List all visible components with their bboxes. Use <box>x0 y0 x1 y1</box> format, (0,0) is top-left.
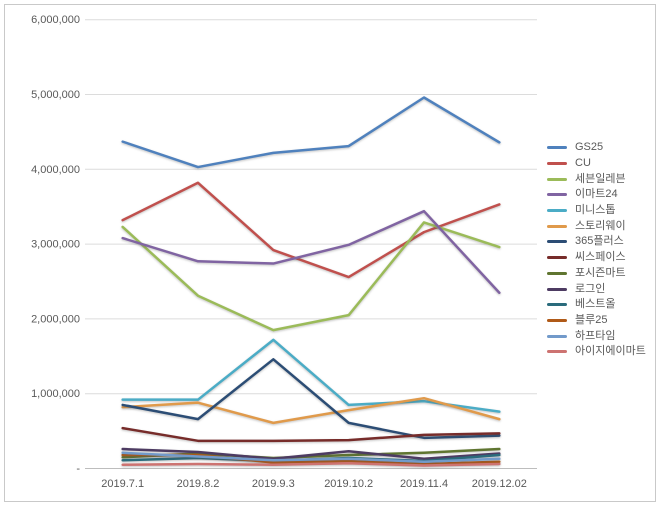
legend-item-label: GS25 <box>575 141 604 154</box>
legend-item-label: 스토리웨이 <box>575 219 626 232</box>
series-line-2[interactable] <box>121 221 501 332</box>
legend-item[interactable]: GS25 <box>547 140 646 156</box>
y-axis-tick-label: 5,000,000 <box>31 89 80 101</box>
legend-item[interactable]: 스토리웨이 <box>547 218 646 234</box>
legend-item-label: 이마트24 <box>575 188 618 201</box>
legend-swatch <box>547 209 567 213</box>
legend-swatch <box>547 146 567 150</box>
series-line-5[interactable] <box>121 396 501 425</box>
legend-item[interactable]: 아이지에이마트 <box>547 344 646 360</box>
legend-item[interactable]: 하프타임 <box>547 328 646 344</box>
legend-swatch <box>547 350 567 354</box>
legend-item-label: 포시즌마트 <box>575 266 626 279</box>
x-axis-tick-label: 2019.10.2 <box>324 478 373 490</box>
legend-swatch <box>547 177 567 181</box>
legend-item-label: 씨스페이스 <box>575 251 626 264</box>
series-line-6[interactable] <box>121 358 501 440</box>
legend-item[interactable]: 세븐일레븐 <box>547 171 646 187</box>
x-axis-tick-label: 2019.8.2 <box>177 478 220 490</box>
y-axis-tick-label: 2,000,000 <box>31 313 80 325</box>
y-axis-tick-label: - <box>76 463 80 475</box>
legend-item-label: 블루25 <box>575 313 608 326</box>
legend-swatch <box>547 256 567 260</box>
y-axis-tick-label: 4,000,000 <box>31 164 80 176</box>
y-axis-tick-label: 3,000,000 <box>31 239 80 251</box>
series-line-13[interactable] <box>121 462 501 467</box>
legend-swatch <box>547 303 567 307</box>
legend-item-label: 로그인 <box>575 282 606 295</box>
legend-swatch <box>547 224 567 228</box>
legend-swatch <box>547 240 567 244</box>
legend-item[interactable]: 미니스톱 <box>547 203 646 219</box>
legend-swatch <box>547 271 567 275</box>
x-axis-tick-label: 2019.11.4 <box>400 478 448 490</box>
y-axis-tick-label: 1,000,000 <box>31 388 80 400</box>
legend-item[interactable]: CU <box>547 156 646 172</box>
legend-item[interactable]: 로그인 <box>547 281 646 297</box>
legend-item[interactable]: 블루25 <box>547 313 646 329</box>
chart-border-frame <box>4 4 656 502</box>
legend-item[interactable]: 베스트올 <box>547 297 646 313</box>
x-axis-tick-label: 2019.7.1 <box>101 478 144 490</box>
legend-item-label: 세븐일레븐 <box>575 172 626 185</box>
legend-item[interactable]: 이마트24 <box>547 187 646 203</box>
series-line-4[interactable] <box>121 338 501 413</box>
legend-swatch <box>547 193 567 197</box>
legend-swatch <box>547 287 567 291</box>
series-line-7[interactable] <box>121 426 501 443</box>
legend-item-label: 미니스톱 <box>575 204 616 217</box>
series-line-0[interactable] <box>121 96 501 169</box>
legend-item[interactable]: 포시즌마트 <box>547 266 646 282</box>
legend-item-label: 365플러스 <box>575 235 624 248</box>
legend-item-label: 아이지에이마트 <box>575 345 646 358</box>
legend-item-label: 베스트올 <box>575 298 616 311</box>
series-line-9[interactable] <box>121 447 501 461</box>
series-line-3[interactable] <box>121 209 501 294</box>
legend-item[interactable]: 365플러스 <box>547 234 646 250</box>
legend-swatch <box>547 162 567 166</box>
legend-item[interactable]: 씨스페이스 <box>547 250 646 266</box>
legend-swatch <box>547 334 567 338</box>
series-line-12[interactable] <box>121 451 501 464</box>
legend-item-label: 하프타임 <box>575 329 616 342</box>
y-axis-tick-label: 6,000,000 <box>31 14 80 26</box>
x-axis-tick-label: 2019.12.02 <box>472 478 527 490</box>
legend-swatch <box>547 318 567 322</box>
x-axis-tick-label: 2019.9.3 <box>252 478 295 490</box>
legend-item-label: CU <box>575 157 591 170</box>
